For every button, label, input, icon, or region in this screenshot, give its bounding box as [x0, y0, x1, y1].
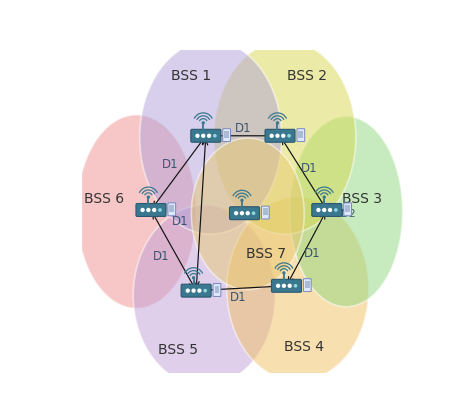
- Circle shape: [283, 285, 285, 287]
- Text: D1: D1: [235, 122, 251, 135]
- FancyBboxPatch shape: [272, 279, 301, 292]
- Circle shape: [196, 134, 199, 137]
- Circle shape: [276, 134, 279, 137]
- Circle shape: [159, 209, 161, 211]
- Circle shape: [317, 209, 320, 212]
- Ellipse shape: [140, 41, 282, 234]
- Ellipse shape: [77, 115, 196, 308]
- FancyBboxPatch shape: [229, 207, 260, 220]
- Text: BSS 2: BSS 2: [287, 69, 328, 83]
- Text: BSS 4: BSS 4: [284, 340, 324, 354]
- Circle shape: [328, 209, 331, 212]
- Circle shape: [198, 289, 201, 292]
- Circle shape: [192, 289, 195, 292]
- FancyBboxPatch shape: [169, 205, 174, 212]
- Circle shape: [270, 134, 273, 137]
- FancyBboxPatch shape: [168, 203, 176, 216]
- Circle shape: [202, 134, 205, 137]
- Text: BSS 5: BSS 5: [158, 343, 199, 357]
- Circle shape: [235, 212, 237, 215]
- FancyBboxPatch shape: [191, 129, 221, 142]
- Circle shape: [214, 134, 216, 137]
- Circle shape: [335, 209, 337, 211]
- FancyBboxPatch shape: [265, 129, 295, 142]
- FancyBboxPatch shape: [213, 284, 221, 297]
- Ellipse shape: [191, 138, 304, 290]
- FancyBboxPatch shape: [299, 131, 303, 138]
- Text: D1: D1: [172, 215, 188, 228]
- FancyBboxPatch shape: [136, 204, 166, 217]
- Circle shape: [288, 285, 291, 287]
- FancyBboxPatch shape: [263, 208, 268, 215]
- Ellipse shape: [290, 116, 402, 307]
- Ellipse shape: [133, 205, 275, 386]
- Circle shape: [246, 212, 249, 215]
- Circle shape: [277, 285, 280, 287]
- FancyBboxPatch shape: [262, 206, 269, 219]
- Circle shape: [186, 289, 189, 292]
- Ellipse shape: [227, 197, 369, 381]
- Text: D1: D1: [301, 162, 318, 175]
- Text: D1: D1: [304, 247, 320, 260]
- Circle shape: [208, 134, 210, 137]
- Circle shape: [253, 212, 255, 215]
- FancyBboxPatch shape: [223, 129, 230, 142]
- Text: BSS 6: BSS 6: [84, 191, 124, 206]
- Circle shape: [147, 209, 150, 212]
- Text: D1: D1: [230, 291, 246, 304]
- Text: D1: D1: [153, 250, 170, 263]
- Circle shape: [282, 134, 285, 137]
- FancyBboxPatch shape: [297, 129, 305, 142]
- FancyBboxPatch shape: [181, 284, 211, 297]
- Circle shape: [241, 199, 243, 201]
- Circle shape: [276, 122, 278, 124]
- FancyBboxPatch shape: [215, 286, 219, 293]
- Circle shape: [202, 122, 204, 124]
- FancyBboxPatch shape: [305, 281, 310, 288]
- Circle shape: [294, 285, 297, 287]
- FancyBboxPatch shape: [224, 131, 229, 138]
- Circle shape: [153, 209, 155, 212]
- FancyBboxPatch shape: [312, 204, 342, 217]
- Circle shape: [323, 209, 326, 212]
- Ellipse shape: [214, 41, 356, 234]
- Text: BSS 7: BSS 7: [246, 246, 285, 261]
- Text: BSS 3: BSS 3: [342, 191, 383, 206]
- FancyBboxPatch shape: [303, 279, 311, 292]
- Circle shape: [240, 212, 244, 215]
- Circle shape: [192, 277, 194, 279]
- Circle shape: [323, 196, 325, 198]
- Circle shape: [141, 209, 144, 212]
- FancyBboxPatch shape: [345, 205, 350, 212]
- Text: D1: D1: [162, 158, 179, 171]
- FancyBboxPatch shape: [344, 203, 352, 216]
- Circle shape: [288, 134, 290, 137]
- Text: D2: D2: [341, 209, 356, 219]
- Circle shape: [283, 272, 285, 274]
- Text: BSS 1: BSS 1: [171, 69, 211, 83]
- Circle shape: [204, 290, 206, 292]
- Circle shape: [147, 196, 149, 198]
